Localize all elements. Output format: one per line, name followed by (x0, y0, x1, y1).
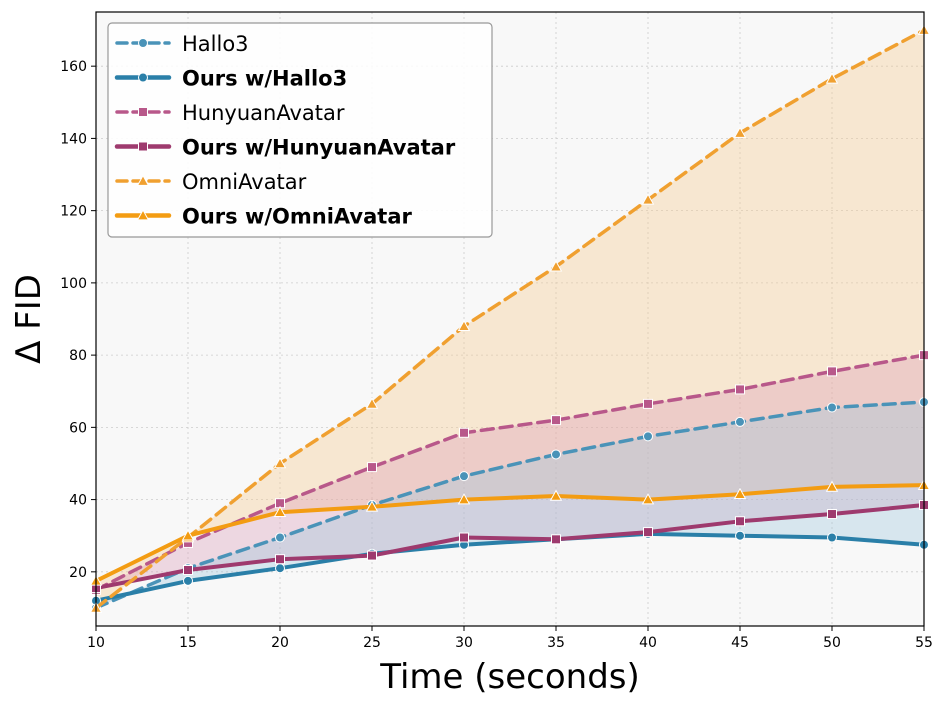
data-point (827, 402, 837, 413)
plot-frame (95, 11, 925, 627)
data-point (735, 384, 745, 395)
series-line (94, 400, 926, 610)
legend-marker (138, 107, 148, 117)
series-line (94, 483, 926, 583)
legend-marker (138, 72, 148, 83)
legend-label: OmniAvatar (182, 170, 307, 194)
data-point (549, 260, 563, 272)
data-point (183, 575, 193, 586)
x-axis-ticks: 10 15 20 25 30 35 40 45 50 55 (87, 626, 933, 651)
data-point (825, 480, 839, 492)
data-point (457, 493, 471, 505)
legend-label: Ours w/OmniAvatar (182, 205, 412, 229)
legend-label: Hallo3 (182, 32, 249, 56)
data-point (733, 487, 747, 499)
data-point (365, 500, 379, 512)
data-point (459, 532, 469, 543)
data-point (459, 427, 469, 438)
x-axis-label: Time (seconds) (379, 657, 640, 697)
fill-area (96, 30, 924, 608)
data-point (551, 449, 561, 460)
x-tick-label: 30 (455, 635, 473, 651)
legend: Hallo3 Ours w/Hallo3 HunyuanAvatar Ours w/H… (107, 22, 493, 238)
y-tick-label: 60 (69, 420, 87, 436)
series-line (94, 28, 926, 610)
y-tick-label: 100 (60, 276, 87, 292)
data-point (551, 534, 561, 545)
y-axis-label: Δ FID (9, 274, 49, 364)
y-axis-ticks: 20 40 60 80 100 120 140 160 (60, 59, 96, 581)
data-point (643, 527, 653, 538)
x-tick-label: 55 (915, 635, 933, 651)
data-point (735, 416, 745, 427)
data-point (549, 489, 563, 501)
x-tick-label: 10 (87, 635, 105, 651)
y-tick-label: 140 (60, 131, 87, 147)
data-point (643, 398, 653, 409)
x-tick-label: 20 (271, 635, 289, 651)
data-point (735, 516, 745, 527)
x-tick-label: 45 (731, 635, 749, 651)
y-tick-label: 120 (60, 204, 87, 220)
data-point (551, 415, 561, 426)
x-tick-label: 50 (823, 635, 841, 651)
y-tick-label: 160 (60, 59, 87, 75)
data-point (641, 193, 655, 205)
series-line (94, 531, 926, 603)
legend-marker (136, 209, 150, 221)
x-tick-label: 35 (547, 635, 565, 651)
x-tick-label: 40 (639, 635, 657, 651)
data-point (827, 532, 837, 543)
data-point (643, 431, 653, 442)
x-tick-label: 25 (363, 635, 381, 651)
data-point (827, 509, 837, 520)
data-point (825, 72, 839, 84)
data-point (641, 493, 655, 505)
data-point (367, 462, 377, 473)
legend-label: Ours w/HunyuanAvatar (182, 136, 456, 160)
legend-label: HunyuanAvatar (182, 101, 345, 125)
legend-marker (138, 38, 148, 48)
data-point (275, 554, 285, 565)
series-line (94, 503, 926, 591)
data-point (183, 565, 193, 576)
data-point (459, 471, 469, 482)
data-point (273, 505, 287, 518)
data-point (273, 457, 287, 469)
data-point (275, 532, 285, 543)
x-tick-label: 15 (179, 635, 197, 651)
legend-marker (138, 141, 148, 152)
y-tick-label: 20 (69, 565, 87, 581)
y-tick-label: 40 (69, 493, 87, 509)
y-tick-label: 80 (69, 348, 87, 364)
data-point (181, 529, 195, 541)
legend-label: Ours w/Hallo3 (182, 67, 347, 91)
data-point (457, 319, 471, 332)
data-point (367, 550, 377, 561)
series-lines (89, 23, 931, 613)
data-point (733, 126, 747, 138)
data-point (275, 563, 285, 574)
data-point (827, 366, 837, 377)
data-point (365, 397, 379, 409)
legend-box (107, 22, 493, 238)
legend-marker (136, 174, 150, 186)
data-point (735, 530, 745, 541)
